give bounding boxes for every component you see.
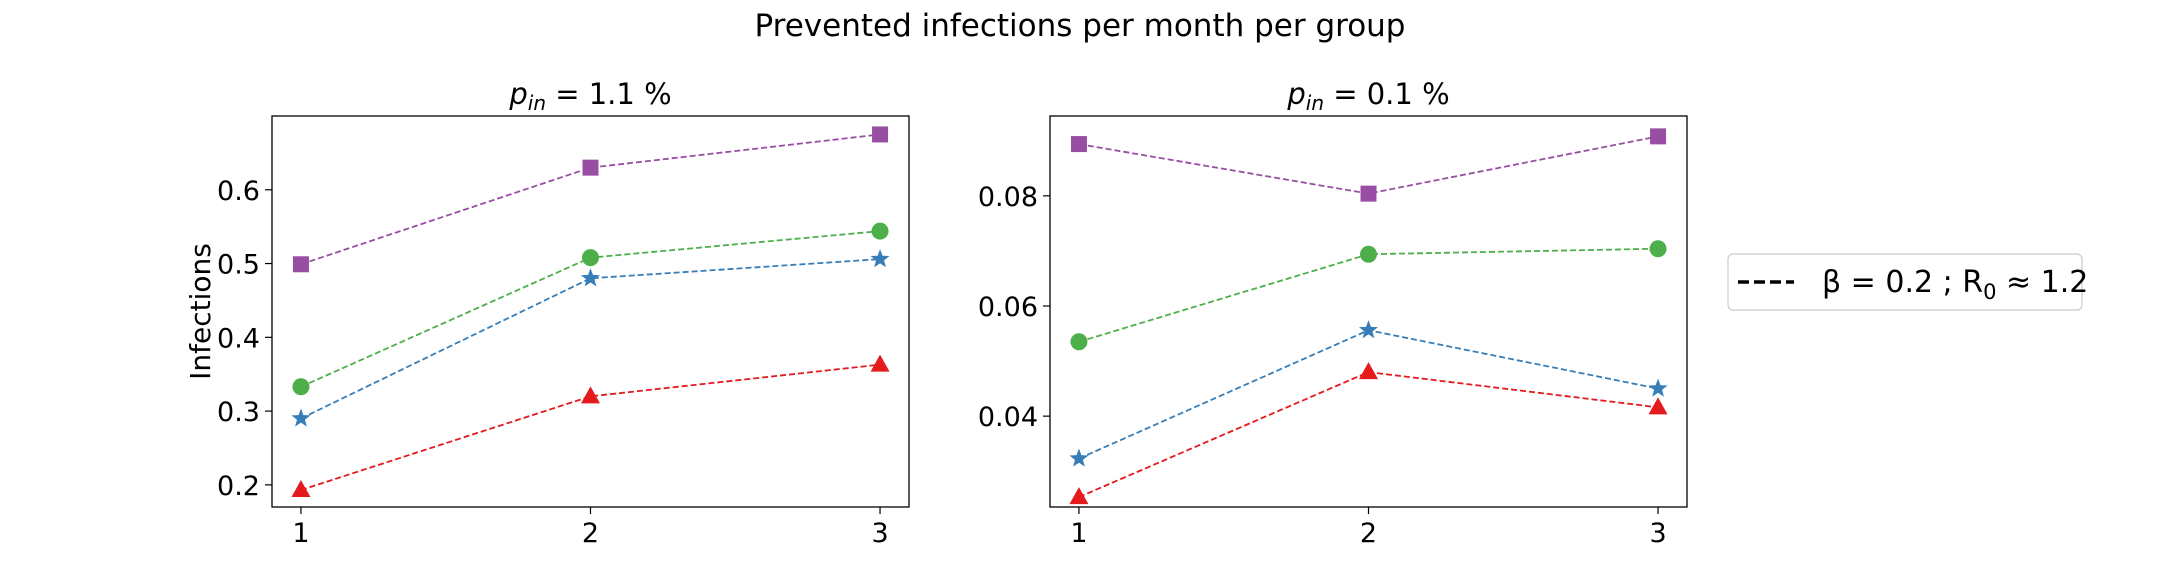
y-tick-label: 0.5	[217, 250, 260, 281]
series-2	[1070, 240, 1667, 351]
series-2	[292, 222, 889, 396]
data-point	[1648, 378, 1668, 397]
series-1	[292, 126, 889, 273]
x-tick-label: 3	[871, 518, 888, 549]
panel-title-subscript: in	[528, 91, 546, 115]
panel-title-value: = 0.1 %	[1324, 77, 1450, 111]
series-3	[1069, 320, 1668, 467]
series-line	[300, 363, 881, 491]
panel-title-value: = 1.1 %	[546, 77, 672, 111]
data-point	[1070, 136, 1087, 153]
data-point	[1069, 487, 1089, 505]
chart-panel-2: pin = 0.1 % 1 2 3 0.04 0.06 0.08	[978, 77, 1688, 549]
x-tick-label: 3	[1649, 518, 1666, 549]
data-point	[871, 222, 889, 240]
data-point	[870, 249, 890, 268]
data-point	[1650, 128, 1667, 145]
series-1	[1070, 128, 1667, 202]
data-point	[1649, 240, 1667, 258]
data-point	[582, 249, 599, 267]
series-line	[300, 258, 881, 420]
chart-panels: pin = 1.1 %1 2 30.20.30.40.50.6Infectionsp…	[184, 77, 1688, 549]
data-point	[292, 378, 310, 396]
data-point	[291, 480, 311, 498]
data-point	[1360, 245, 1377, 263]
data-point	[1360, 185, 1377, 202]
x-tick-label: 1	[1070, 518, 1087, 549]
plot-frame	[1049, 115, 1688, 508]
legend-label-value: ≈ 1.2	[1996, 265, 2088, 300]
series-3	[291, 249, 890, 427]
data-point	[1069, 448, 1089, 467]
y-tick-label: 0.4	[217, 323, 260, 354]
legend-label-main: β = 0.2 ; R	[1822, 265, 1983, 300]
series-line	[300, 133, 881, 266]
data-point	[292, 256, 309, 273]
y-axis-label: Infections	[184, 243, 217, 380]
panel-title-symbol: p	[508, 77, 527, 111]
panel-title: pin = 0.1 %	[1286, 77, 1449, 115]
y-tick-label: 0.3	[217, 397, 260, 428]
figure-title: Prevented infections per month per group	[755, 8, 1406, 44]
y-tick-label: 0.2	[217, 471, 260, 502]
panel-title: pin = 1.1 %	[508, 77, 671, 115]
data-point	[580, 268, 601, 287]
series-4	[1069, 362, 1668, 505]
data-point	[582, 159, 599, 176]
legend-label: β = 0.2 ; R0 ≈ 1.2	[1822, 265, 2088, 304]
legend-label-subscript: 0	[1983, 280, 1996, 304]
data-point	[1358, 320, 1379, 339]
x-tick-label: 2	[582, 518, 599, 549]
data-point	[581, 386, 600, 404]
x-tick-label: 1	[292, 518, 309, 549]
chart-panel-1: pin = 1.1 % 1 2 3 0.2 0.3 0.4 0.5 0.6 Infections	[184, 77, 910, 549]
series-4	[291, 354, 890, 498]
y-tick-label: 0.04	[978, 402, 1038, 433]
data-point	[872, 126, 889, 143]
y-tick-label: 0.06	[978, 292, 1038, 323]
panel-title-symbol: p	[1286, 77, 1305, 111]
legend: β = 0.2 ; R0 ≈ 1.2	[1727, 253, 2088, 311]
series-line	[1078, 329, 1659, 460]
data-point	[1648, 397, 1668, 415]
legend-box	[1727, 253, 2083, 311]
data-point	[291, 408, 311, 427]
data-point	[1070, 333, 1088, 351]
panel-title-subscript: in	[1306, 91, 1324, 115]
data-point	[870, 354, 890, 372]
series-line	[1078, 371, 1659, 498]
series-line	[1078, 135, 1659, 195]
data-point	[1359, 362, 1378, 380]
y-tick-label: 0.08	[978, 182, 1038, 213]
y-tick-label: 0.6	[217, 176, 260, 207]
x-tick-label: 2	[1360, 518, 1377, 549]
